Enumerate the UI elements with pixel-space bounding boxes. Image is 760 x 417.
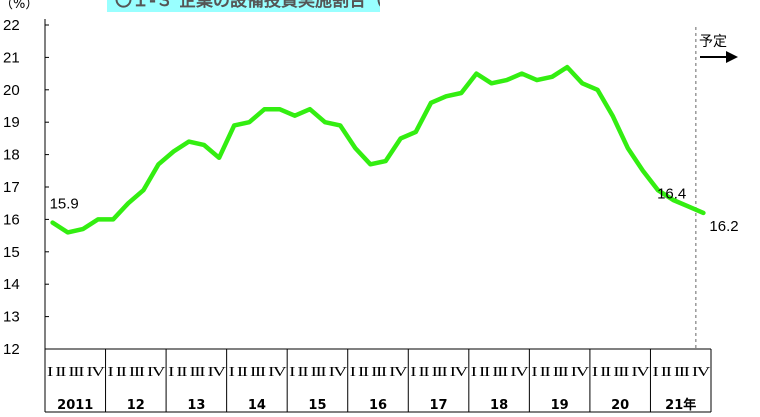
chart-title: 〇１-３ 企業の設備投資実施割合（東京） [107,0,380,12]
year-label: 20 [611,398,629,413]
quarter-labels: I II III IV [229,365,287,380]
year-label: 2011 [57,398,93,413]
quarter-labels: I II III IV [652,365,710,380]
y-tick-label: 20 [3,82,20,99]
year-label: 19 [551,398,569,413]
y-tick-label: 17 [3,179,20,196]
y-tick-label: 16 [3,211,20,228]
data-label: 16.2 [709,218,738,235]
year-label: 15 [308,398,326,413]
y-tick-label: 13 [3,309,20,326]
y-tick-label: 18 [3,147,20,164]
quarter-labels: I II III IV [471,365,529,380]
data-label: 15.9 [50,196,79,213]
data-label: 16.4 [657,185,686,202]
quarter-labels: I II III IV [47,365,105,380]
quarter-labels: I II III IV [108,365,166,380]
year-label: 18 [490,398,508,413]
forecast-arrow-icon [726,51,738,63]
forecast-label: 予定 [699,34,727,50]
quarter-labels: I II III IV [289,365,347,380]
y-tick-label: 12 [3,341,20,358]
y-tick-label: 14 [3,276,20,293]
y-tick-label: 21 [3,49,20,66]
quarter-labels: I II III IV [531,365,589,380]
forecast-marker: 予定 [699,34,738,63]
series-line [50,64,706,235]
year-label: 14 [248,398,266,413]
y-unit-label: （%） [0,0,38,12]
year-label: 16 [369,398,387,413]
quarter-labels: I II III IV [350,365,408,380]
y-tick-label: 15 [3,244,20,261]
year-label: 21年 [665,397,696,413]
quarter-labels: I II III IV [410,365,468,380]
year-label: 12 [127,398,145,413]
quarter-labels: I II III IV [592,365,650,380]
y-tick-label: 22 [3,17,20,34]
year-label: 13 [187,398,205,413]
y-tick-label: 19 [3,114,20,131]
year-label: 17 [429,398,447,413]
quarter-labels: I II III IV [168,365,226,380]
